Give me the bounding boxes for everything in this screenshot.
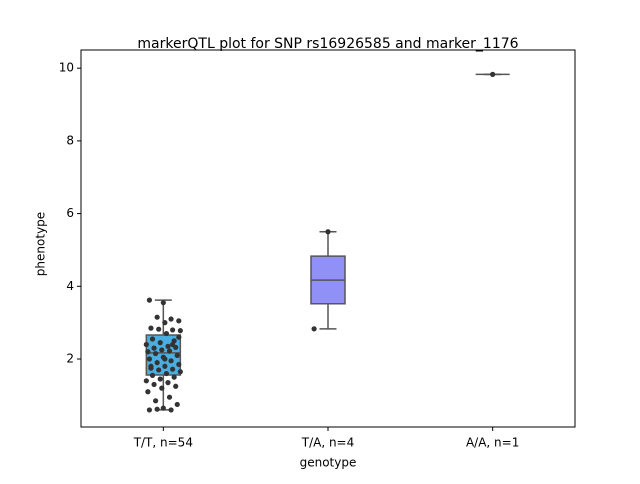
data-point <box>325 229 331 235</box>
data-point <box>162 356 168 362</box>
data-point <box>176 318 182 324</box>
data-point <box>151 345 157 351</box>
data-point <box>176 361 182 368</box>
data-point <box>174 352 180 358</box>
data-point <box>160 300 166 306</box>
data-point <box>143 341 149 348</box>
x-tick-label: T/A, n=4 <box>301 436 355 450</box>
data-point <box>177 328 183 334</box>
data-point <box>146 407 153 413</box>
data-point <box>157 376 163 382</box>
data-point <box>165 343 171 349</box>
data-point <box>177 369 183 375</box>
data-point <box>154 314 160 320</box>
data-point <box>154 406 160 412</box>
data-point <box>163 330 170 337</box>
y-axis-label: phenotype <box>34 212 48 276</box>
data-point <box>168 407 174 413</box>
data-point <box>168 316 174 322</box>
x-tick-label: T/T, n=54 <box>133 436 193 450</box>
data-point <box>159 347 165 353</box>
data-point <box>146 356 153 362</box>
data-point <box>168 358 174 364</box>
data-point <box>145 389 151 395</box>
y-tick-label: 8 <box>66 133 74 147</box>
y-tick-label: 2 <box>66 352 74 366</box>
y-tick-label: 4 <box>66 279 74 293</box>
data-point <box>166 348 173 354</box>
data-point <box>170 327 176 333</box>
data-point <box>162 320 168 326</box>
data-point <box>311 326 317 332</box>
data-point <box>165 380 171 386</box>
data-point <box>170 366 176 372</box>
data-point <box>159 385 165 391</box>
data-point <box>148 363 154 369</box>
data-point <box>154 360 160 366</box>
data-point <box>166 394 173 400</box>
x-tick-label: A/A, n=1 <box>466 436 519 450</box>
y-tick-label: 6 <box>66 206 74 220</box>
data-point <box>153 398 159 404</box>
data-point <box>143 378 149 384</box>
chart-title: markerQTL plot for SNP rs16926585 and ma… <box>137 36 518 52</box>
data-point <box>156 367 162 373</box>
data-point <box>173 383 179 389</box>
data-point <box>151 381 157 388</box>
y-tick-label: 10 <box>59 61 74 75</box>
data-point <box>160 405 166 411</box>
data-point <box>145 349 151 355</box>
data-point <box>170 341 176 348</box>
data-point <box>162 363 168 369</box>
data-point <box>490 71 496 77</box>
data-point <box>174 401 180 408</box>
data-point <box>149 372 156 378</box>
x-axis-label: genotype <box>300 456 357 470</box>
data-point <box>146 297 153 303</box>
data-point <box>148 325 154 331</box>
data-point <box>149 336 156 342</box>
data-point <box>176 334 182 340</box>
data-point <box>171 374 177 380</box>
data-point <box>157 340 163 346</box>
data-point <box>153 350 159 357</box>
data-point <box>156 326 162 332</box>
data-point <box>163 370 170 377</box>
